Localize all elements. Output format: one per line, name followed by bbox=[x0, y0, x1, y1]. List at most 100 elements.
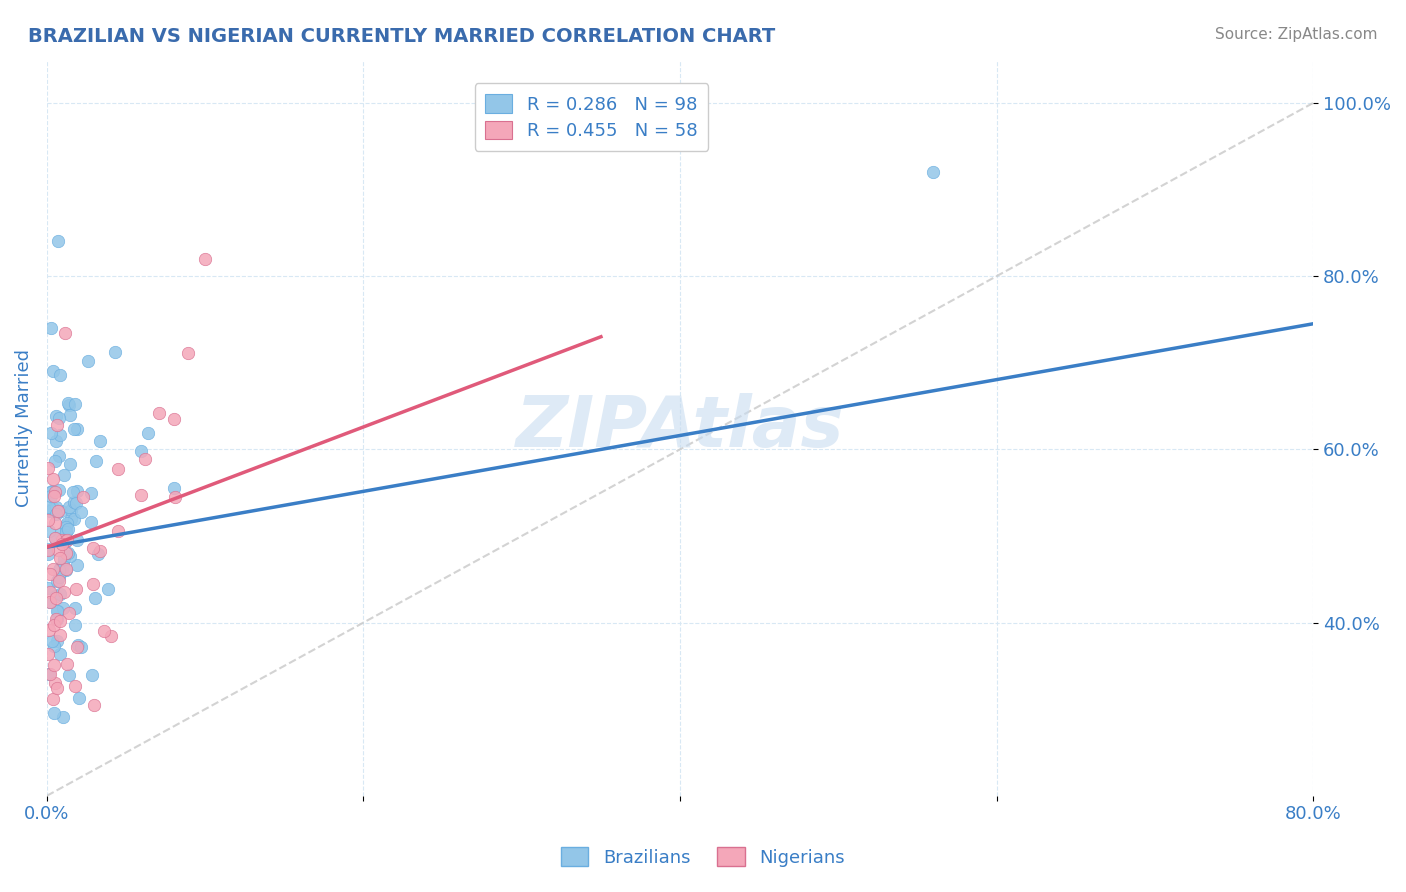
Point bbox=[89, 543, 111, 558]
Point bbox=[83, 698, 105, 712]
Point bbox=[46, 543, 69, 558]
Point bbox=[48, 450, 70, 464]
Point bbox=[59, 409, 82, 423]
Point bbox=[44, 484, 66, 499]
Point bbox=[97, 582, 120, 596]
Point bbox=[66, 533, 89, 548]
Point bbox=[55, 561, 77, 575]
Point bbox=[37, 461, 59, 475]
Point bbox=[80, 486, 103, 500]
Point bbox=[63, 397, 86, 411]
Point bbox=[56, 516, 79, 531]
Point bbox=[58, 667, 80, 681]
Point bbox=[53, 326, 76, 340]
Point bbox=[41, 483, 63, 498]
Point bbox=[72, 491, 94, 505]
Point bbox=[63, 600, 86, 615]
Point bbox=[53, 535, 76, 549]
Point bbox=[58, 522, 80, 536]
Point bbox=[46, 574, 69, 588]
Point bbox=[41, 692, 63, 706]
Point bbox=[44, 531, 66, 545]
Point bbox=[44, 676, 66, 690]
Point bbox=[163, 481, 186, 495]
Point bbox=[55, 533, 77, 547]
Point bbox=[37, 542, 59, 557]
Point bbox=[63, 422, 86, 436]
Point bbox=[46, 604, 69, 618]
Point bbox=[53, 467, 76, 482]
Point bbox=[82, 576, 104, 591]
Point bbox=[45, 591, 67, 606]
Point bbox=[80, 668, 103, 682]
Point bbox=[45, 500, 67, 515]
Point bbox=[46, 235, 69, 249]
Point bbox=[42, 472, 65, 486]
Point bbox=[42, 363, 65, 377]
Point bbox=[42, 500, 65, 515]
Point bbox=[48, 569, 70, 583]
Point bbox=[49, 527, 72, 541]
Point bbox=[129, 444, 152, 458]
Point bbox=[70, 505, 93, 519]
Point bbox=[83, 591, 105, 605]
Y-axis label: Currently Married: Currently Married bbox=[15, 349, 32, 507]
Point bbox=[48, 411, 70, 425]
Point bbox=[48, 587, 70, 601]
Point bbox=[89, 434, 111, 449]
Legend: Brazilians, Nigerians: Brazilians, Nigerians bbox=[554, 840, 852, 874]
Point bbox=[48, 563, 70, 577]
Point bbox=[63, 618, 86, 632]
Point bbox=[66, 640, 89, 654]
Point bbox=[52, 585, 75, 599]
Text: ZIPAtlas: ZIPAtlas bbox=[516, 393, 845, 462]
Point bbox=[44, 516, 66, 531]
Point bbox=[65, 496, 87, 510]
Point bbox=[107, 461, 129, 475]
Point bbox=[104, 345, 127, 359]
Point bbox=[56, 396, 79, 410]
Point bbox=[41, 633, 63, 648]
Point bbox=[38, 500, 60, 514]
Point bbox=[49, 648, 72, 662]
Point bbox=[38, 524, 60, 538]
Point bbox=[42, 561, 65, 575]
Point bbox=[45, 434, 67, 448]
Point bbox=[42, 639, 65, 653]
Point bbox=[55, 563, 77, 577]
Point bbox=[44, 454, 66, 468]
Point bbox=[44, 531, 66, 545]
Point bbox=[37, 647, 59, 661]
Point bbox=[38, 594, 60, 608]
Point bbox=[48, 428, 70, 442]
Point bbox=[48, 574, 70, 588]
Point bbox=[59, 503, 82, 517]
Point bbox=[86, 454, 108, 468]
Point bbox=[55, 520, 77, 534]
Point bbox=[51, 533, 73, 548]
Point bbox=[59, 458, 82, 472]
Point bbox=[48, 614, 70, 628]
Point bbox=[49, 561, 72, 575]
Point bbox=[70, 640, 93, 654]
Point bbox=[37, 547, 59, 561]
Point bbox=[39, 485, 62, 500]
Point bbox=[52, 710, 75, 724]
Point bbox=[82, 541, 104, 555]
Text: Source: ZipAtlas.com: Source: ZipAtlas.com bbox=[1215, 27, 1378, 42]
Point bbox=[58, 500, 80, 515]
Point bbox=[45, 612, 67, 626]
Point bbox=[136, 425, 159, 440]
Point bbox=[37, 542, 59, 557]
Point bbox=[55, 524, 77, 539]
Point bbox=[49, 566, 72, 580]
Point bbox=[52, 558, 75, 572]
Point bbox=[46, 417, 69, 432]
Point bbox=[45, 409, 67, 424]
Point bbox=[63, 679, 86, 693]
Point bbox=[39, 489, 62, 503]
Point bbox=[44, 657, 66, 672]
Point bbox=[51, 600, 73, 615]
Point bbox=[66, 639, 89, 653]
Point bbox=[62, 485, 84, 500]
